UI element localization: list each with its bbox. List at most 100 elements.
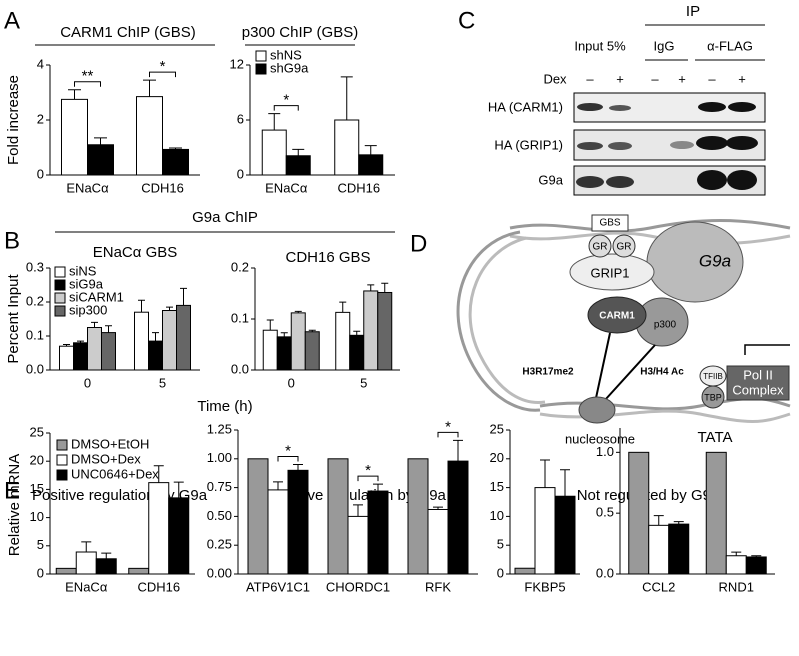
error-bar xyxy=(540,459,550,488)
tss-arrow xyxy=(744,344,790,355)
sign: + xyxy=(738,71,746,86)
mark-label: H3R17me2 xyxy=(522,367,574,378)
error-bar xyxy=(273,481,283,490)
chart-title: p300 ChIP (GBS) xyxy=(242,24,358,41)
x-tick-label: ENaCα xyxy=(65,579,108,594)
x-tick-label: ATP6V1C1 xyxy=(246,579,310,594)
error-bar xyxy=(63,344,70,347)
band xyxy=(577,103,603,111)
y-tick-label: 1.0 xyxy=(596,444,614,459)
panel-label: D xyxy=(410,230,427,257)
bar xyxy=(162,310,177,371)
diagram: GBS G9a GRIP1 GR GR p300 CARM1 H3R17me2 … xyxy=(456,214,791,446)
y-tick-label: 0.2 xyxy=(231,259,249,274)
bar xyxy=(358,154,384,176)
bar xyxy=(290,312,306,371)
error-bar xyxy=(731,551,742,556)
sign: – xyxy=(586,71,594,86)
bar xyxy=(285,155,311,176)
significance-label: * xyxy=(160,58,166,75)
band xyxy=(606,176,634,188)
error-bar xyxy=(91,321,98,328)
legend-swatch xyxy=(56,454,68,466)
legend-label: DMSO+Dex xyxy=(71,451,141,466)
band xyxy=(609,105,631,111)
band xyxy=(576,176,604,188)
error-bar xyxy=(138,299,145,313)
bar xyxy=(136,96,163,176)
legend-swatch xyxy=(255,50,267,62)
error-bar xyxy=(308,329,316,332)
dna xyxy=(509,219,791,233)
error-bar xyxy=(364,145,377,155)
bar xyxy=(148,482,170,575)
y-tick-label: 4 xyxy=(37,56,44,71)
error-bar xyxy=(68,89,81,100)
gr-label: GR xyxy=(617,242,632,253)
y-tick-label: 0.0 xyxy=(26,361,44,376)
row-label: G9a xyxy=(538,172,563,187)
error-bar xyxy=(381,282,389,293)
y-axis-label: Fold increase xyxy=(5,75,22,165)
bar xyxy=(95,558,117,575)
error-bar xyxy=(280,332,288,337)
bar xyxy=(168,497,190,575)
bar xyxy=(304,331,320,371)
bar xyxy=(648,524,670,575)
significance-label: ** xyxy=(82,68,94,85)
y-tick-label: 12 xyxy=(230,56,244,71)
row-label: HA (GRIP1) xyxy=(494,137,563,152)
bar xyxy=(349,334,365,371)
bar xyxy=(287,469,309,575)
bar xyxy=(745,556,767,575)
error-bar xyxy=(143,79,156,97)
y-tick-label: 0.3 xyxy=(26,259,44,274)
error-bar xyxy=(152,332,159,342)
error-bar xyxy=(173,481,184,498)
band xyxy=(697,170,727,190)
error-bar xyxy=(453,439,463,462)
band xyxy=(728,102,756,112)
gbs-label: GBS xyxy=(599,218,620,229)
panel-label: C xyxy=(458,7,475,34)
y-tick-label: 0.25 xyxy=(207,537,232,552)
bar xyxy=(514,567,536,575)
legend-swatch xyxy=(56,469,68,481)
error-bar xyxy=(353,330,361,336)
bar xyxy=(668,523,690,575)
panel-label: A xyxy=(4,7,20,34)
error-bar xyxy=(77,340,84,343)
bar xyxy=(377,291,393,371)
y-tick-label: 0.1 xyxy=(26,327,44,342)
bar xyxy=(162,148,189,176)
gr-label: GR xyxy=(593,242,608,253)
carm1-shape xyxy=(587,296,647,334)
bar xyxy=(335,311,351,371)
mark-label: H3/H4 Ac xyxy=(640,367,684,378)
significance-bracket xyxy=(273,105,299,111)
bar xyxy=(407,458,429,575)
bar xyxy=(334,119,360,176)
sign: – xyxy=(708,71,716,86)
band xyxy=(726,136,758,150)
dna xyxy=(539,409,791,423)
pol2-label: Pol II xyxy=(743,367,773,382)
legend-label: UNC0646+Dex xyxy=(71,466,159,481)
chart-title: CDH16 GBS xyxy=(285,249,370,266)
x-tick-label: RFK xyxy=(425,579,451,594)
significance-label: * xyxy=(445,418,451,435)
y-tick-label: 0 xyxy=(37,565,44,580)
legend-swatch xyxy=(54,305,66,317)
error-bar xyxy=(673,521,684,525)
bar xyxy=(427,508,449,575)
bar xyxy=(327,458,349,575)
western-blot: IP Input 5% IgG α-FLAG Dex – + – + – + H… xyxy=(488,3,766,196)
bar xyxy=(628,451,650,575)
x-tick-label: RND1 xyxy=(719,579,754,594)
significance-label: * xyxy=(283,92,289,109)
y-tick-label: 20 xyxy=(30,453,44,468)
group-label: α-FLAG xyxy=(707,38,753,53)
band xyxy=(577,142,603,150)
carm1-label: CARM1 xyxy=(599,311,635,322)
